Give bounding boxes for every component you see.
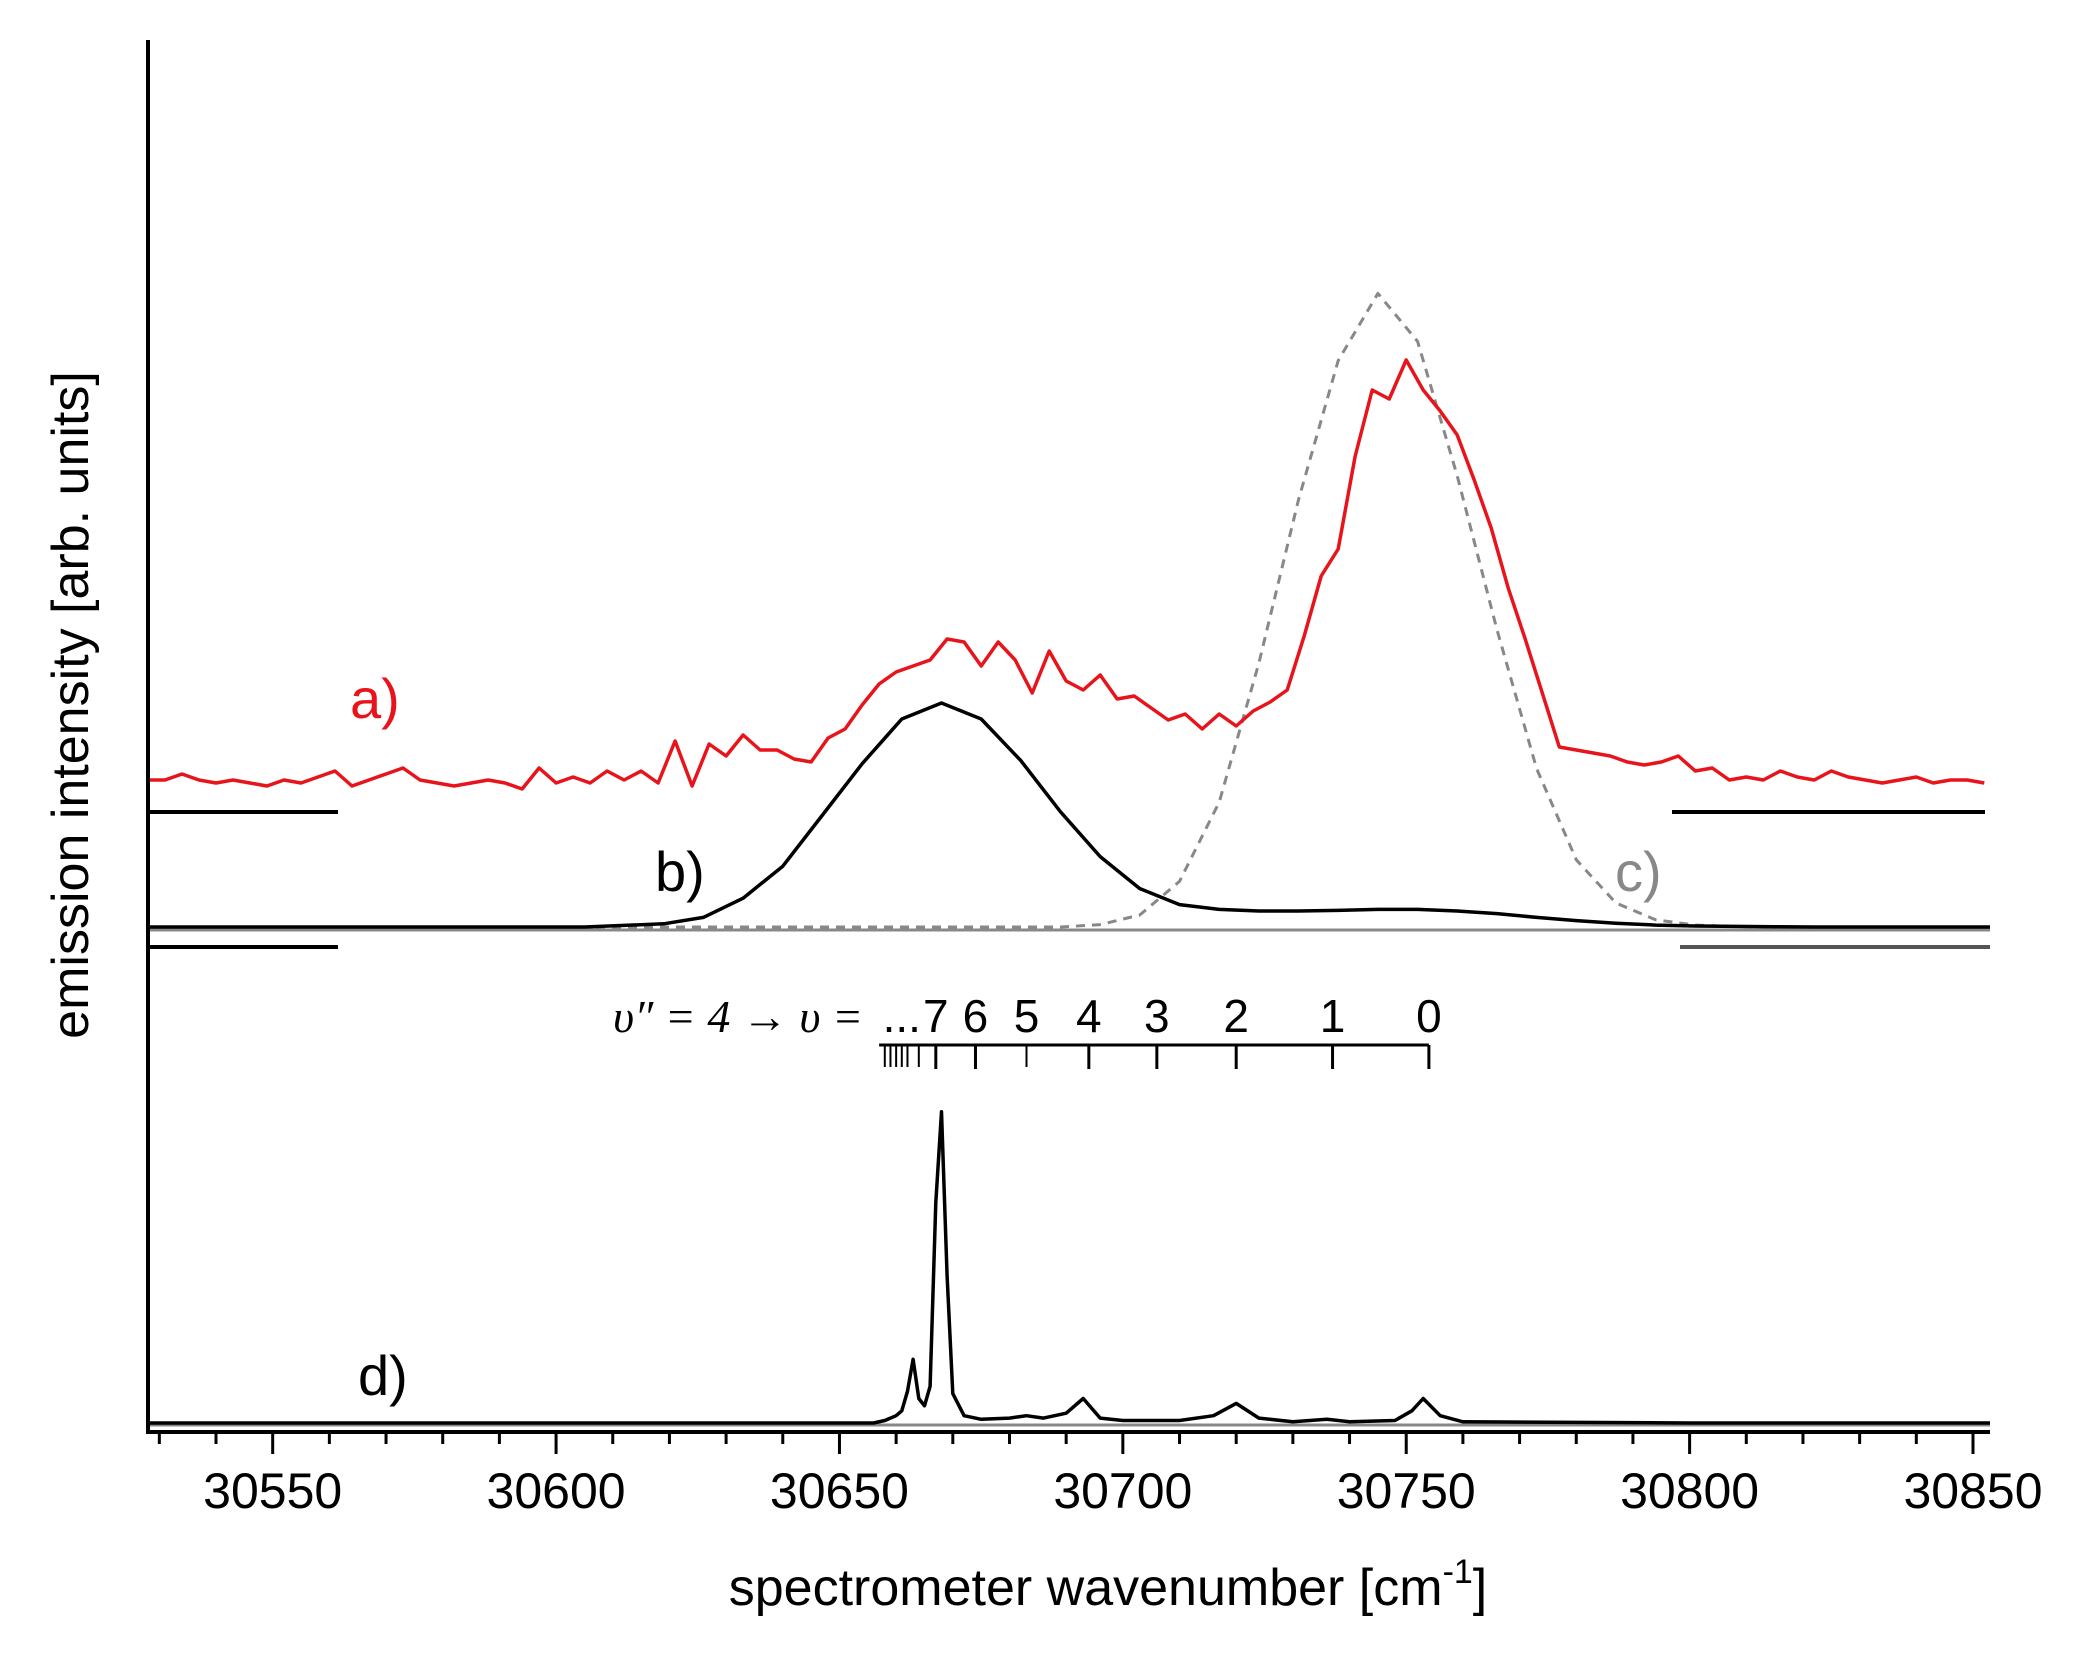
x-tick-label-2: 30650 (770, 1463, 909, 1519)
series-label-b: b) (655, 840, 705, 903)
x-tick-label-0: 30550 (203, 1463, 342, 1519)
series-label-c: c) (1615, 840, 1662, 903)
progression-label-6: 2 (1223, 990, 1249, 1042)
series-line-c (148, 291, 1990, 929)
x-tick-label-4: 30750 (1337, 1463, 1476, 1519)
x-tick-label-5: 30800 (1620, 1463, 1759, 1519)
progression-label-3: 5 (1014, 990, 1040, 1042)
progression-group: ... 7 6 5 4 3 2 1 0 (879, 990, 1442, 1069)
x-tick-label-3: 30700 (1053, 1463, 1192, 1519)
x-axis-title-end: ] (1473, 1559, 1487, 1617)
series-line-b (148, 701, 1990, 929)
progression-label-8: 0 (1416, 990, 1442, 1042)
progression-label-7: 1 (1320, 990, 1346, 1042)
x-tick-label-1: 30600 (487, 1463, 626, 1519)
x-axis-title-main: spectrometer wavenumber [cm (729, 1559, 1443, 1617)
axes-group: 30550 30600 30650 30700 30750 30800 30850 (146, 40, 2043, 1519)
x-tick-label-6: 30850 (1903, 1463, 2042, 1519)
progression-prefix: υ″ = 4 → υ = (613, 991, 863, 1042)
series-label-d: d) (358, 1344, 408, 1407)
progression-label-2: 6 (963, 990, 989, 1042)
series-label-a: a) (350, 667, 400, 730)
progression-label-5: 3 (1144, 990, 1170, 1042)
baselines-group (148, 810, 1990, 1427)
x-axis-title-superscript: -1 (1443, 1553, 1473, 1591)
x-axis-title: spectrometer wavenumber [cm-1] (729, 1553, 1488, 1617)
series-group (148, 291, 1990, 1425)
progression-label-4: 4 (1076, 990, 1102, 1042)
series-line-a (148, 358, 1985, 791)
progression-label-1: 7 (923, 990, 949, 1042)
progression-label-0: ... (883, 990, 921, 1042)
y-axis-title: emission intensity [arb. units] (42, 371, 100, 1039)
series-line-d (148, 1110, 1990, 1425)
